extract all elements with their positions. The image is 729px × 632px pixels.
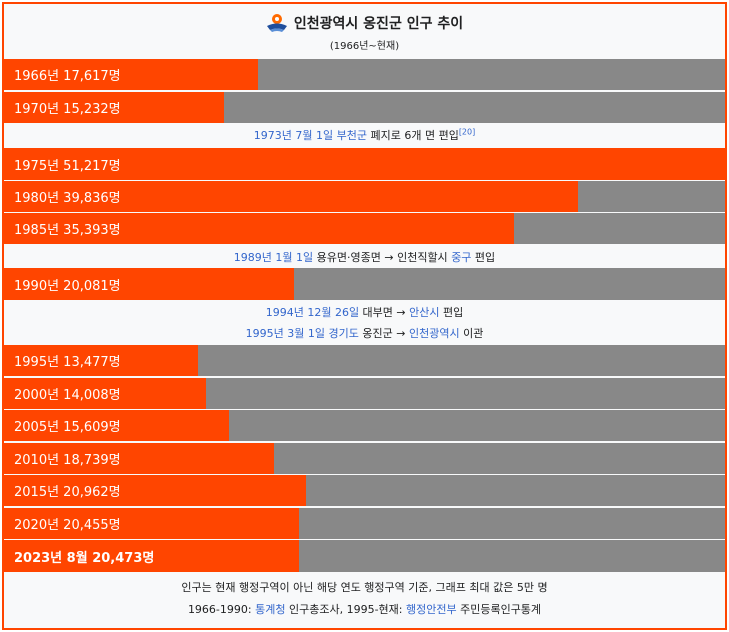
footer-sources: 1966-1990: 통계청 인구총조사, 1995-현재: 행정안전부 주민등…: [4, 601, 725, 617]
note-1989-text1: 용유면·영종면 → 인천직할시: [313, 251, 452, 264]
footer-source-b: 인구총조사, 1995-현재:: [285, 603, 406, 616]
note-1973-text: 폐지로 6개 면 편입: [366, 129, 459, 142]
bar-1966: [4, 59, 259, 90]
note-1994-text1: 대부면 →: [359, 306, 410, 319]
bar-label-2020: 2020년 20,455명: [14, 518, 121, 533]
note-1995-text1: 옹진군 →: [358, 327, 409, 340]
bar-2005: [4, 410, 230, 441]
bar-1970: [4, 92, 224, 123]
bar-label-1975: 1975년 51,217명: [14, 158, 121, 174]
bar-row-1985: 1985년 35,393명: [4, 213, 725, 244]
link-1973-date[interactable]: 1973년 7월 1일: [253, 129, 334, 142]
chart-title: 인천광역시 옹진군 인구 추이: [293, 16, 464, 32]
bar-1985: [4, 213, 515, 244]
link-jung-gu[interactable]: 중구: [451, 251, 472, 264]
bar-label-2010: 2010년 18,739명: [14, 453, 121, 468]
bar-row-1980: 1980년 39,836명: [4, 181, 725, 212]
note-1995: 1995년 3월 1일 경기도 옹진군 → 인천광역시 이관: [4, 325, 725, 341]
bar-row-2000: 2000년 14,008명: [4, 378, 725, 409]
bar-label-2000: 2000년 14,008명: [14, 388, 121, 403]
bucheon-county-text[interactable]: 부천군: [336, 129, 367, 142]
link-statistics-korea[interactable]: 통계청: [255, 603, 286, 616]
link-incheon-city[interactable]: 인천광역시: [408, 327, 460, 340]
bar-label-1966: 1966년 17,617명: [14, 69, 121, 84]
bar-row-1970: 1970년 15,232명: [4, 92, 725, 123]
bar-1975: [4, 148, 725, 180]
bar-row-1995: 1995년 13,477명: [4, 345, 725, 376]
bar-label-2023: 2023년 8월 20,473명: [14, 550, 155, 566]
bar-2020: [4, 508, 299, 539]
bar-2010: [4, 443, 275, 474]
bar-label-1995: 1995년 13,477명: [14, 355, 121, 370]
ref-20[interactable]: [20]: [458, 127, 476, 137]
incheon-emblem-icon: [266, 14, 287, 32]
note-1989-text2: 편입: [471, 251, 496, 264]
bar-label-1970: 1970년 15,232명: [14, 102, 121, 117]
footer-source-a: 1966-1990:: [187, 603, 256, 616]
link-1994-date[interactable]: 1994년 12월 26일: [265, 306, 360, 319]
link-ansan-city[interactable]: 안산시: [409, 306, 440, 319]
link-ministry-interior[interactable]: 행정안전부: [405, 603, 457, 616]
bar-row-1975: 1975년 51,217명: [4, 148, 725, 180]
note-1989: 1989년 1월 1일 용유면·영종면 → 인천직할시 중구 편입: [4, 249, 725, 265]
link-1995-date[interactable]: 1995년 3월 1일: [245, 327, 326, 340]
note-1973: 1973년 7월 1일 부천군 폐지로 6개 면 편입[20]: [4, 127, 725, 143]
bar-row-2020: 2020년 20,455명: [4, 508, 725, 539]
bar-row-1990: 1990년 20,081명: [4, 268, 725, 300]
bar-row-2023: 2023년 8월 20,473명: [4, 540, 725, 572]
note-1995-text2: 이관: [459, 327, 484, 340]
bar-label-1985: 1985년 35,393명: [14, 223, 121, 238]
bar-2023: [4, 540, 300, 572]
chart-subtitle: (1966년~현재): [329, 41, 400, 52]
bar-1980: [4, 181, 579, 212]
footer-source-c: 주민등록인구통계: [456, 603, 542, 616]
link-1989-date[interactable]: 1989년 1월 1일: [233, 251, 314, 264]
bar-label-1990: 1990년 20,081명: [14, 278, 121, 294]
bar-row-1966: 1966년 17,617명: [4, 59, 725, 90]
bar-1995: [4, 345, 199, 376]
chart-header: 인천광역시 옹진군 인구 추이 (1966년~현재): [4, 4, 725, 58]
note-1994-text2: 편입: [439, 306, 464, 319]
bar-label-2005: 2005년 15,609명: [14, 420, 121, 435]
bar-row-2010: 2010년 18,739명: [4, 443, 725, 474]
footer-note: 인구는 현재 행정구역이 아닌 해당 연도 행정구역 기준, 그래프 최대 값은…: [181, 581, 548, 594]
link-gyeonggi-province[interactable]: 경기도: [328, 327, 359, 340]
title-line: 인천광역시 옹진군 인구 추이: [4, 12, 725, 34]
bar-label-2015: 2015년 20,962명: [14, 485, 121, 500]
note-1994: 1994년 12월 26일 대부면 → 안산시 편입: [4, 304, 725, 320]
bar-2015: [4, 475, 307, 506]
bar-label-1980: 1980년 39,836명: [14, 191, 121, 206]
bar-row-2005: 2005년 15,609명: [4, 410, 725, 441]
bar-row-2015: 2015년 20,962명: [4, 475, 725, 506]
bar-2000: [4, 378, 206, 409]
bar-1990: [4, 268, 294, 300]
link-bucheon-county[interactable]: 부천군: [333, 129, 367, 142]
